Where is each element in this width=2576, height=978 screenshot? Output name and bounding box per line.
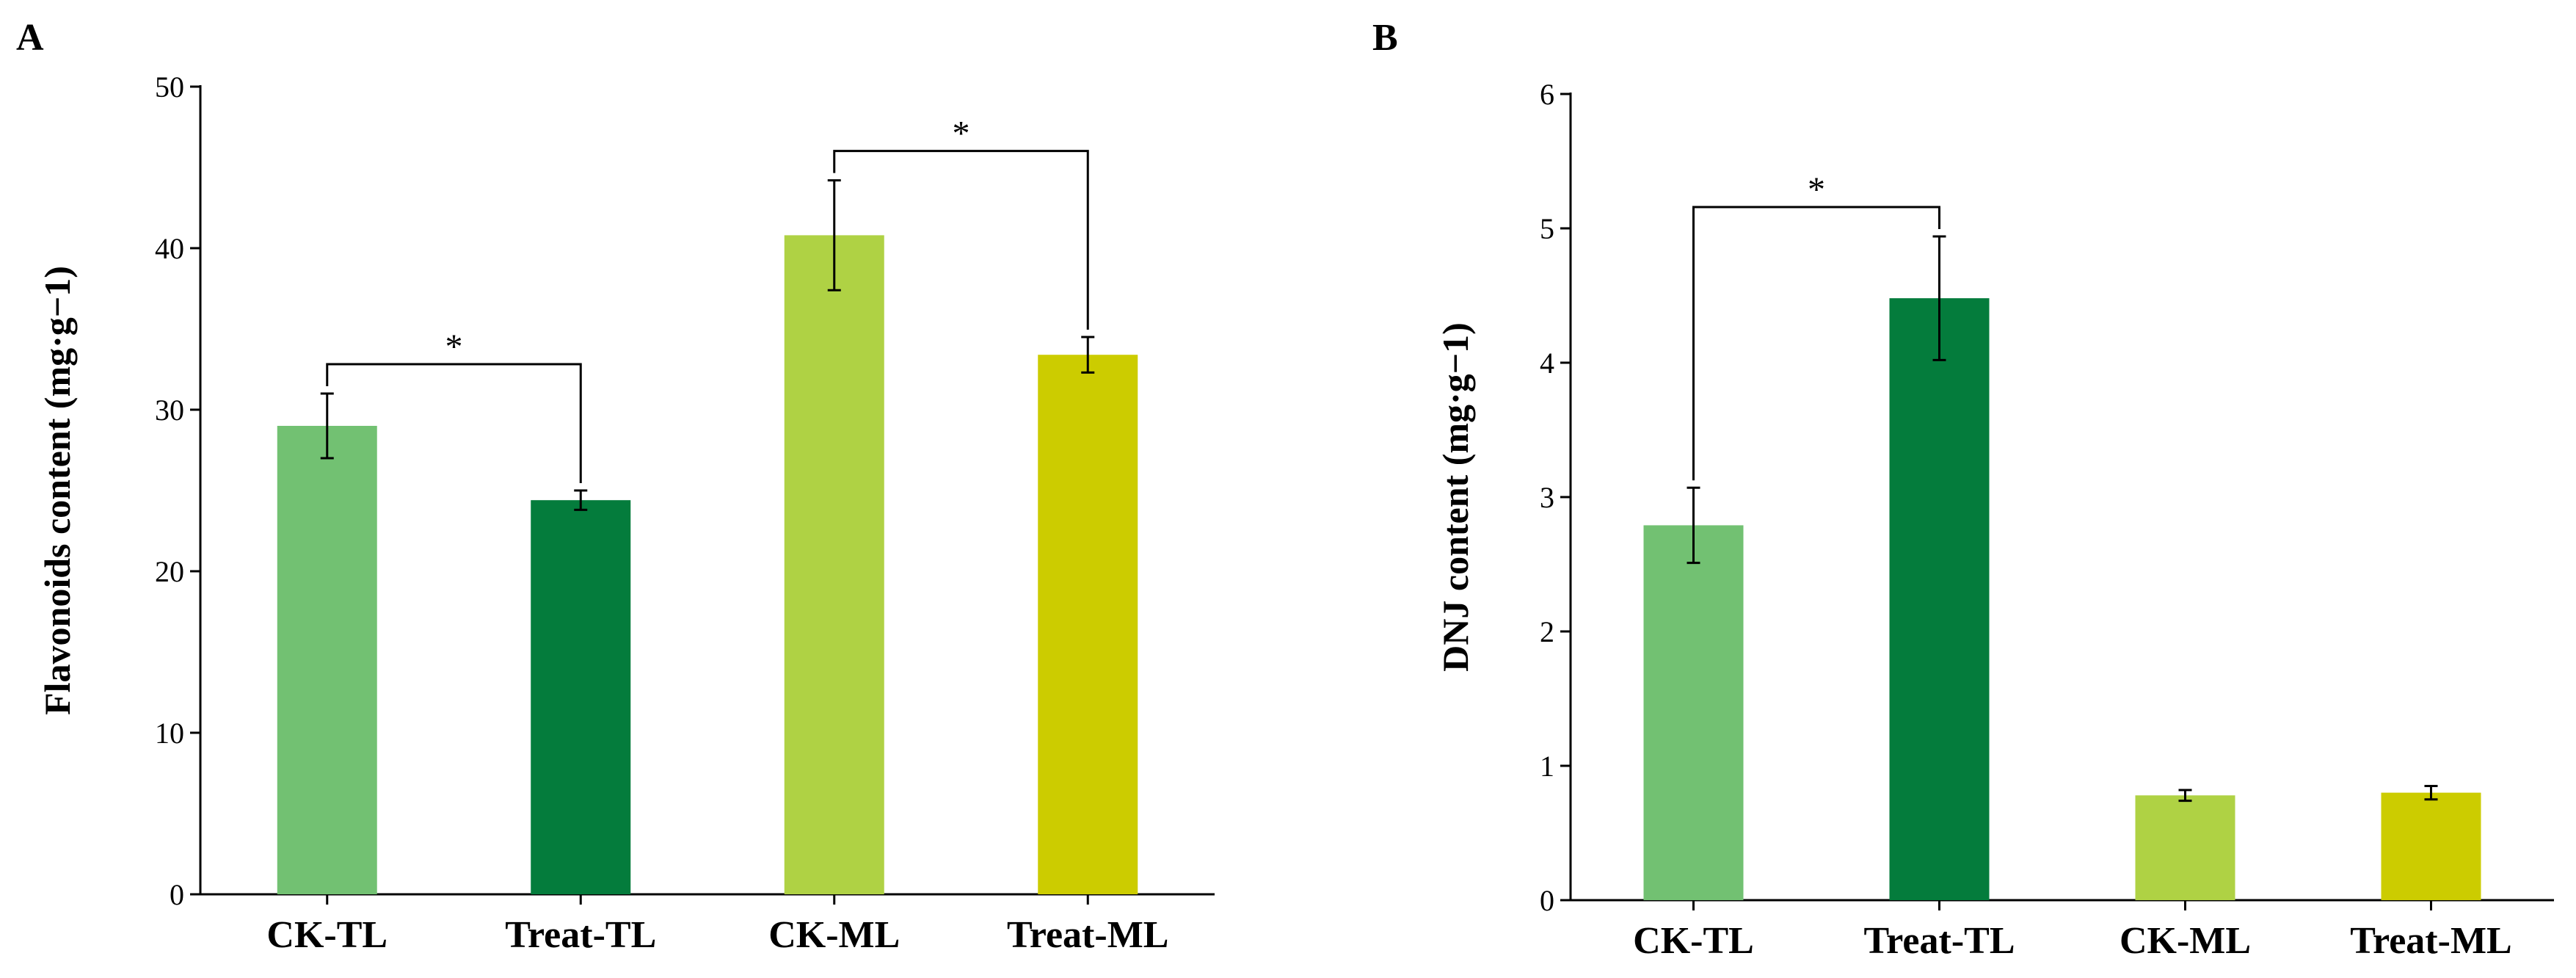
- significance-bracket: [1692, 206, 1940, 481]
- y-tick-label: 20: [155, 555, 184, 588]
- bar-treat-ml: [1038, 355, 1138, 894]
- significance-bracket: [326, 363, 582, 483]
- significance-star: *: [1808, 170, 1825, 209]
- y-tick-label: 10: [155, 717, 184, 750]
- x-category-label: CK-ML: [768, 914, 900, 956]
- panel-label: A: [16, 17, 44, 59]
- x-category-label: CK-ML: [2120, 920, 2251, 962]
- y-tick-label: 50: [155, 70, 184, 104]
- significance-star: *: [445, 327, 463, 366]
- panel-label: B: [1372, 17, 1398, 59]
- bar-ck-ml: [2135, 795, 2235, 900]
- x-category-label: Treat-ML: [2350, 920, 2511, 962]
- y-tick-label: 0: [170, 878, 184, 911]
- significance-bracket: [833, 150, 1089, 330]
- y-axis-title: Flavonoids content (mg·g−1): [37, 266, 78, 715]
- y-tick-label: 0: [1540, 884, 1554, 917]
- chart-dnj: B DNJ content (mg·g−1) 0 1 2 3 4 5 6 CK-TL Treat-T…: [1372, 17, 2554, 962]
- y-tick-label: 30: [155, 394, 184, 427]
- bar-ck-tl: [1643, 525, 1744, 900]
- y-axis-title: DNJ content (mg·g−1): [1435, 322, 1476, 672]
- x-category-label: Treat-ML: [1007, 914, 1168, 956]
- y-tick-label: 2: [1540, 615, 1554, 648]
- y-tick-label: 6: [1540, 78, 1554, 111]
- y-tick-label: 5: [1540, 212, 1554, 245]
- bar-treat-ml: [2381, 792, 2481, 900]
- bar-ck-ml: [784, 235, 884, 894]
- x-category-label: Treat-TL: [1863, 920, 2015, 962]
- significance-star: *: [953, 115, 970, 153]
- x-category-label: Treat-TL: [505, 914, 656, 956]
- x-category-label: CK-TL: [1633, 920, 1754, 962]
- y-tick-label: 1: [1540, 750, 1554, 783]
- bar-treat-tl: [1889, 298, 1990, 900]
- y-tick-label: 4: [1540, 347, 1554, 380]
- x-category-label: CK-TL: [266, 914, 388, 956]
- chart-flavonoids: A Flavonoids content (mg·g−1) 0 10 20 30 40 50 C…: [16, 17, 1215, 956]
- bar-ck-tl: [277, 426, 377, 894]
- bar-treat-tl: [531, 500, 631, 894]
- y-tick-label: 3: [1540, 481, 1554, 514]
- y-tick-label: 40: [155, 232, 184, 265]
